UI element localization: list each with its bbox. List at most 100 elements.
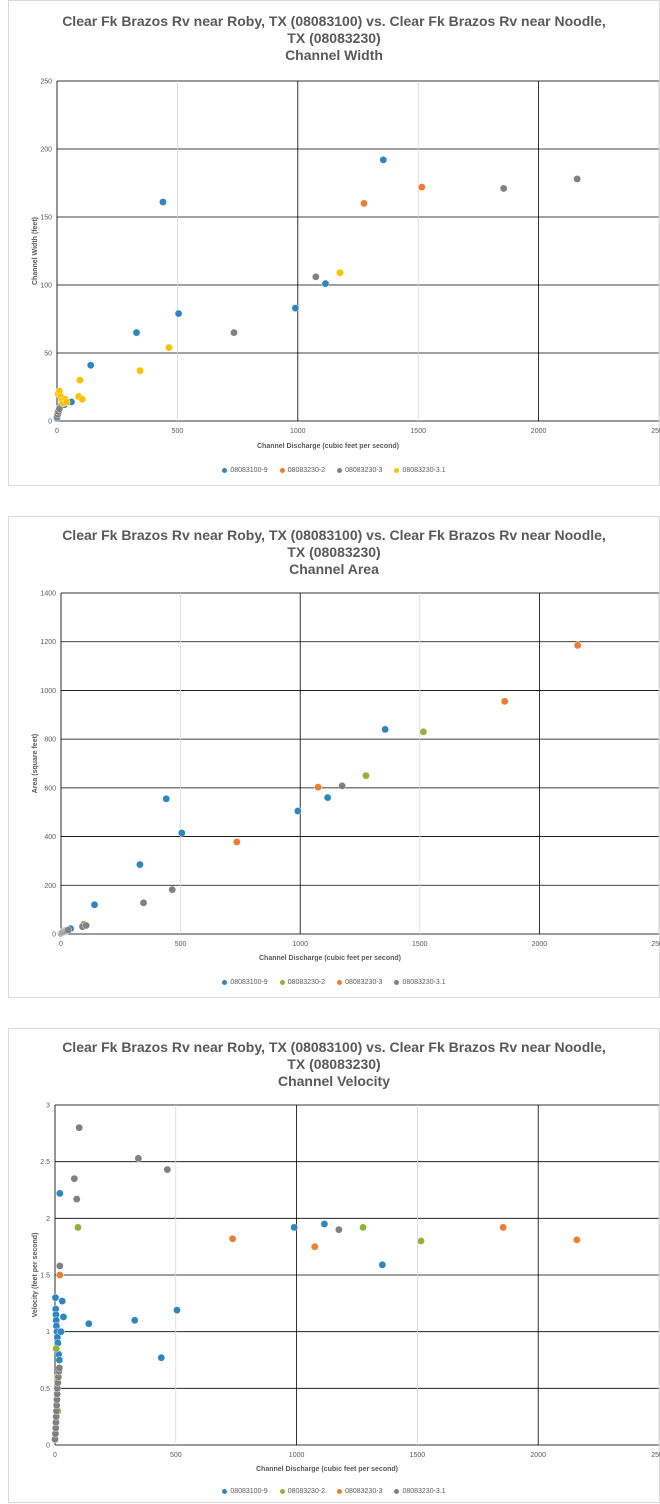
y-tick-label: 0 [52, 932, 56, 939]
data-point [76, 376, 84, 385]
data-point [228, 1234, 237, 1243]
data-point [418, 183, 426, 191]
legend-item: 08083230-3.1 [394, 467, 446, 474]
data-point [52, 1344, 61, 1353]
data-point [168, 885, 177, 894]
y-tick-label: 200 [40, 147, 52, 154]
data-point [320, 1220, 329, 1228]
legend-item: 08083230-3.1 [394, 979, 446, 986]
chart-title-line-3: Channel Width [285, 47, 383, 63]
legend-marker [222, 1488, 228, 1494]
legend-label: 08083230-3 [345, 979, 383, 986]
y-tick-label: 2.5 [40, 1159, 50, 1166]
series-08083230-3.1 [57, 782, 346, 938]
data-point [294, 807, 302, 815]
data-point [321, 279, 330, 288]
chart-title-line-1: Clear Fk Brazos Rv near Roby, TX (080831… [62, 527, 606, 543]
series-08083230-3.1 [51, 1123, 343, 1444]
legend-item: 08083230-2 [279, 1488, 326, 1495]
y-axis-label: Velocity (feet per second) [32, 1233, 39, 1318]
legend-item: 08083230-3 [337, 979, 382, 986]
y-tick-label: 3 [46, 1103, 50, 1110]
data-point [159, 198, 167, 206]
data-point [72, 1195, 81, 1203]
x-tick-label: 0 [55, 428, 59, 435]
data-point [130, 1316, 139, 1325]
chart-title-line-2: TX (08083230) [287, 1056, 381, 1072]
x-tick-label: 1500 [410, 428, 426, 435]
x-tick-label: 2000 [532, 941, 548, 948]
legend-marker [222, 979, 228, 985]
chart-title: Clear Fk Brazos Rv near Roby, TX (080831… [9, 1039, 659, 1090]
data-point [157, 1353, 166, 1362]
x-tick-label: 500 [170, 1452, 182, 1459]
data-point [573, 641, 582, 650]
data-point [312, 273, 320, 281]
legend-item: 08083100-9 [222, 467, 268, 474]
legend-label: 08083230-3 [345, 1488, 383, 1495]
plot-area [60, 592, 660, 935]
data-point [163, 1165, 172, 1174]
chart-title-line-3: Channel Velocity [277, 1073, 391, 1089]
series-08083230-3.1 [54, 268, 344, 408]
x-axis-label: Channel Discharge (cubic feet per second… [256, 1466, 398, 1473]
legend-marker [394, 1488, 400, 1494]
x-tick-label: 500 [175, 941, 187, 948]
data-point [335, 1225, 343, 1234]
y-tick-label: 1000 [40, 688, 56, 695]
legend-item: 08083230-3.1 [394, 1488, 446, 1495]
data-point [499, 1223, 507, 1232]
x-tick-label: 0 [53, 1452, 57, 1459]
legend-label: 08083230-3.1 [402, 1488, 446, 1495]
data-point [55, 1356, 64, 1364]
data-point [165, 343, 173, 352]
chart-legend: 08083100-9 08083230-2 08083230-3 08083230-3… [9, 979, 659, 986]
data-point [82, 921, 90, 930]
legend-marker [337, 467, 343, 473]
legend-item: 08083230-2 [279, 467, 326, 474]
data-point [338, 782, 346, 790]
series-08083230-3 [233, 641, 582, 846]
y-tick-label: 0 [46, 1443, 50, 1450]
chart-title: Clear Fk Brazos Rv near Roby, TX (080831… [9, 13, 659, 64]
x-tick-label: 1500 [410, 1452, 426, 1459]
data-point [85, 1319, 93, 1328]
data-point [291, 304, 300, 312]
legend-marker [337, 979, 343, 985]
data-point [499, 184, 508, 193]
y-tick-label: 1.5 [40, 1273, 50, 1280]
series-08083100-9 [51, 1189, 387, 1364]
data-point [70, 1174, 79, 1183]
y-tick-label: 100 [40, 283, 52, 290]
series-08083230-3 [56, 1223, 581, 1279]
chart-title-line-1: Clear Fk Brazos Rv near Roby, TX (080831… [62, 13, 606, 29]
legend-item: 08083230-2 [279, 979, 326, 986]
x-axis-label: Channel Discharge (cubic feet per second… [259, 955, 401, 962]
chart-title-line-2: TX (08083230) [287, 30, 381, 46]
data-point [64, 926, 72, 934]
chart-legend: 08083100-9 08083230-2 08083230-3 08083230-3… [9, 1488, 659, 1495]
data-point [419, 728, 428, 736]
legend-marker [394, 979, 400, 985]
data-point [74, 1223, 82, 1232]
legend-label: 08083230-2 [287, 979, 326, 986]
chart-panel-width: Clear Fk Brazos Rv near Roby, TX (080831… [8, 0, 660, 486]
legend-item: 08083230-3 [337, 1488, 382, 1495]
legend-label: 08083230-2 [287, 1488, 326, 1495]
data-point [136, 366, 144, 375]
chart-title-line-1: Clear Fk Brazos Rv near Roby, TX (080831… [62, 1039, 606, 1055]
y-tick-label: 1 [46, 1329, 50, 1336]
legend-marker [394, 467, 400, 473]
data-point [132, 328, 141, 337]
data-point [379, 156, 388, 164]
legend-label: 08083230-2 [287, 467, 326, 474]
data-point [56, 1189, 64, 1198]
data-point [310, 1242, 319, 1251]
legend-item: 08083100-9 [222, 1488, 268, 1495]
data-point [51, 1293, 60, 1302]
legend-label: 08083230-3.1 [402, 979, 446, 986]
data-point [290, 1223, 298, 1232]
legend-label: 08083230-3 [345, 467, 383, 474]
data-point [573, 1236, 581, 1244]
data-point [136, 860, 144, 869]
